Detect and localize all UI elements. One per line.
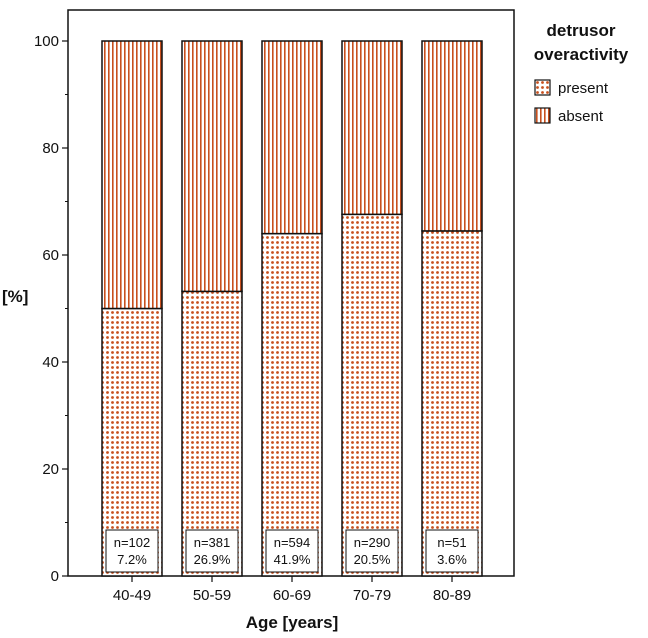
legend-label-absent: absent (558, 108, 604, 125)
annotation-box (425, 529, 479, 573)
annotation-box (105, 529, 159, 573)
y-tick-label: 20 (42, 461, 59, 478)
x-tick-label: 40-49 (113, 587, 151, 604)
legend-title-line2: overactivity (534, 45, 629, 64)
annotation-n: n=290 (354, 535, 391, 550)
x-tick-label: 80-89 (433, 587, 471, 604)
y-tick-label: 80 (42, 140, 59, 157)
y-axis: 0 20 40 60 80 100 (34, 33, 68, 585)
bar-present (181, 290, 243, 577)
bar-present (341, 213, 403, 577)
bar-present (421, 230, 483, 577)
annotation-pct: 41.9% (274, 552, 311, 567)
annotation-n: n=51 (437, 535, 466, 550)
y-tick-label: 60 (42, 247, 59, 264)
annotation-box (185, 529, 239, 573)
x-tick-label: 50-59 (193, 587, 231, 604)
annotation-pct: 3.6% (437, 552, 467, 567)
annotation-n: n=381 (194, 535, 231, 550)
bar-absent (181, 40, 243, 293)
legend-label-present: present (558, 80, 609, 97)
y-axis-title: [%] (2, 287, 28, 306)
bar-absent (101, 40, 163, 310)
legend-title-line1: detrusor (547, 21, 616, 40)
x-tick-label: 70-79 (353, 587, 391, 604)
annotation-n: n=102 (114, 535, 151, 550)
x-axis-title: Age [years] (246, 613, 339, 632)
x-tick-label: 60-69 (273, 587, 311, 604)
legend-swatch-absent (534, 107, 551, 124)
bars: n=102 7.2% n=381 26.9% n=594 41.9% n=290 20.5% n… (101, 40, 483, 577)
annotation-pct: 20.5% (354, 552, 391, 567)
annotation-pct: 26.9% (194, 552, 231, 567)
y-tick-label: 0 (51, 568, 59, 585)
bar-present (261, 232, 323, 577)
bar-absent (421, 40, 483, 232)
annotation-box (345, 529, 399, 573)
legend: detrusor overactivity present absent (534, 21, 629, 125)
annotation-box (265, 529, 319, 573)
annotation-n: n=594 (274, 535, 311, 550)
y-tick-label: 40 (42, 354, 59, 371)
y-tick-label: 100 (34, 33, 59, 50)
bar-absent (341, 40, 403, 216)
legend-swatch-present (534, 79, 551, 96)
bar-absent (261, 40, 323, 235)
x-axis: 40-49 50-59 60-69 70-79 80-89 (113, 576, 471, 604)
annotation-pct: 7.2% (117, 552, 147, 567)
